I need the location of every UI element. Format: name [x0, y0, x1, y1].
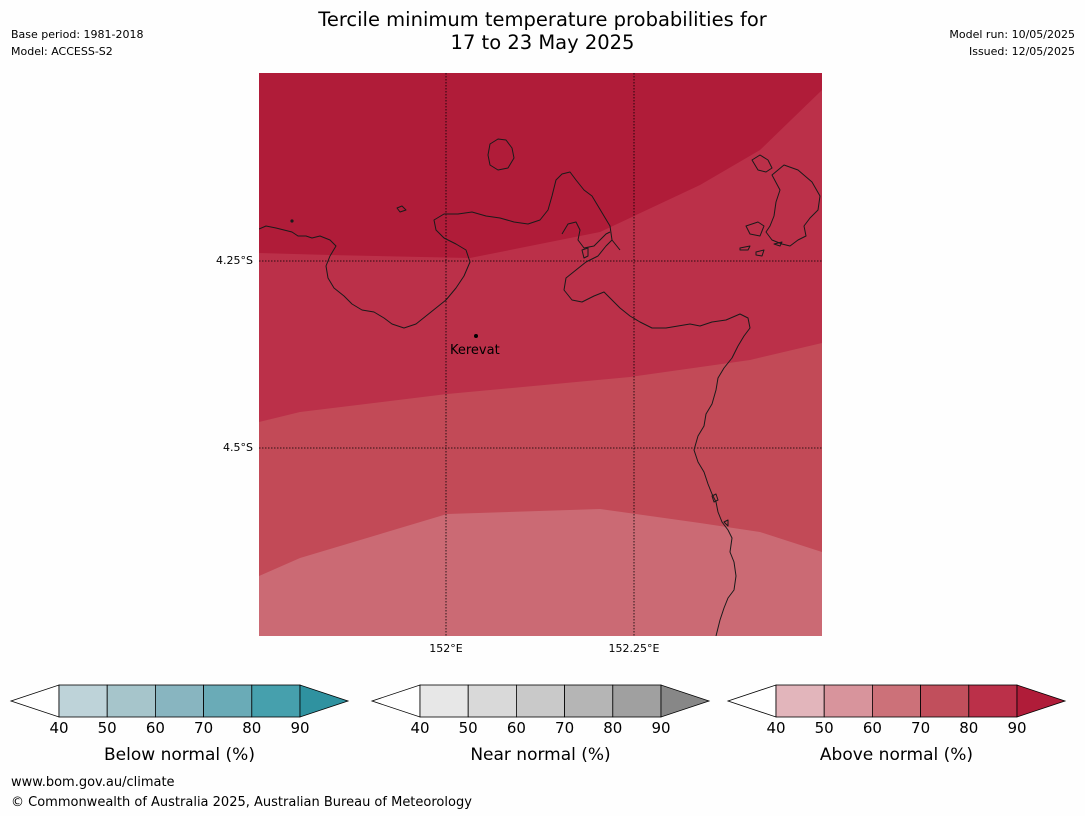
lon-label-152: 152°E [429, 642, 463, 655]
colorbar-tick-label: 50 [814, 719, 834, 737]
island-8 [581, 247, 589, 259]
island-duke-york [765, 164, 821, 247]
island-7 [773, 241, 783, 247]
probability-field [259, 73, 822, 636]
title-line-1: Tercile minimum temperature probabilitie… [318, 8, 767, 31]
kerevat-marker [474, 334, 478, 338]
colorbar-segment [419, 684, 469, 718]
colorbar-tick-label: 90 [651, 719, 671, 737]
lat-label-4-25: 4.25°S [216, 254, 253, 267]
base-period: Base period: 1981-2018 [11, 28, 144, 41]
graticule [259, 73, 822, 636]
footer-url[interactable]: www.bom.gov.au/climate [11, 775, 175, 790]
meta-left: Base period: 1981-2018 Model: ACCESS-S2 [11, 26, 143, 60]
colorbar-tick-label: 80 [959, 719, 979, 737]
island-2 [396, 205, 407, 213]
colorbar-above-normal [726, 684, 1067, 718]
colorbar-extend-low [726, 684, 777, 718]
colorbar-extend-high [299, 684, 350, 718]
colorbar-title: Near normal (%) [470, 745, 611, 765]
colorbar-extend-high [1016, 684, 1067, 718]
colorbar-segment [775, 684, 825, 718]
colorbar-extend-low [370, 684, 421, 718]
colorbar-segment [106, 684, 156, 718]
colorbar-tick-label: 80 [603, 719, 623, 737]
colorbar-segment [564, 684, 614, 718]
colorbar-segment [968, 684, 1018, 718]
colorbar-tick-label: 70 [555, 719, 575, 737]
colorbar-tick-label: 50 [458, 719, 478, 737]
island-5 [739, 245, 751, 251]
colorbar-segment [516, 684, 566, 718]
model-name: Model: ACCESS-S2 [11, 45, 113, 58]
colorbar-below-normal [9, 684, 350, 718]
main-coastline [259, 171, 751, 636]
colorbar-segment [203, 684, 253, 718]
island-1 [487, 138, 515, 171]
island-6 [755, 249, 765, 257]
colorbar-tick-label: 60 [145, 719, 165, 737]
colorbar-segment [920, 684, 970, 718]
colorbar-tick-label: 50 [97, 719, 117, 737]
colorbar-tick-label: 60 [862, 719, 882, 737]
colorbar-title: Below normal (%) [104, 745, 255, 765]
colorbar-tick-label: 70 [194, 719, 214, 737]
footer-copyright: © Commonwealth of Australia 2025, Austra… [11, 795, 472, 810]
meta-right: Model run: 10/05/2025 Issued: 12/05/2025 [949, 26, 1075, 60]
lon-label-152-25: 152.25°E [608, 642, 660, 655]
colorbar-segment [58, 684, 108, 718]
band-above-50-60 [259, 509, 822, 636]
coastline [259, 138, 821, 636]
colorbar-title: Above normal (%) [819, 745, 974, 765]
lat-label-4-5: 4.5°S [223, 441, 253, 454]
colorbar-segment [154, 684, 204, 718]
colorbar-tick-label: 90 [290, 719, 310, 737]
colorbar-segment [612, 684, 662, 718]
title-line-2: 17 to 23 May 2025 [450, 31, 635, 54]
small-islets [711, 493, 729, 527]
colorbar-segment [251, 684, 301, 718]
island-3 [751, 154, 773, 173]
colorbar-tick-label: 40 [410, 719, 430, 737]
colorbar-segment [823, 684, 873, 718]
place-label-kerevat: Kerevat [450, 343, 500, 358]
colorbar-tick-label: 40 [49, 719, 69, 737]
colorbar-tick-label: 90 [1007, 719, 1027, 737]
colorbar-tick-label: 60 [506, 719, 526, 737]
colorbar-tick-label: 70 [911, 719, 931, 737]
model-run: Model run: 10/05/2025 [949, 28, 1075, 41]
colorbar-tick-label: 40 [766, 719, 786, 737]
issued-date: Issued: 12/05/2025 [968, 45, 1075, 58]
inner-bay [561, 221, 621, 251]
colorbar-segment [467, 684, 517, 718]
colorbar-tick-label: 80 [242, 719, 262, 737]
colorbar-near-normal [370, 684, 711, 718]
island-4 [745, 221, 765, 237]
islet-dot [290, 219, 294, 223]
map-title: Tercile minimum temperature probabilitie… [0, 8, 1085, 54]
colorbar-extend-low [9, 684, 60, 718]
colorbar-segment [872, 684, 922, 718]
colorbar-extend-high [660, 684, 711, 718]
